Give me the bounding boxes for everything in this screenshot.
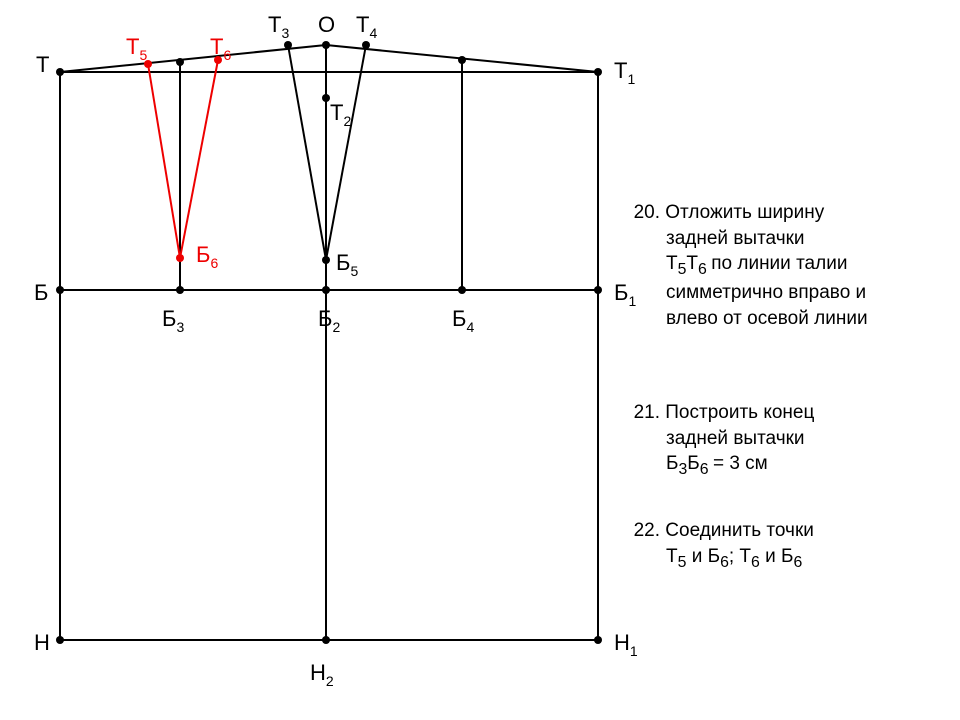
line-T3-B5 [288,45,326,260]
instruction-step: 21. Построить конецзадней вытачки Б3Б6 =… [630,400,814,480]
label: Т1 [614,58,635,87]
label: Т5 [126,34,147,63]
label: Н [34,630,50,655]
point-O [322,41,330,49]
line-T5-B6 [148,64,180,258]
line-T6-B6 [180,60,218,258]
label: Б [34,280,48,305]
line-T-O [60,45,326,72]
step-number: 21. [630,400,660,426]
label: Б2 [318,306,340,335]
point-N2 [322,636,330,644]
line-T4-B5 [326,45,366,260]
diagram-root: ТТ1Т3ОТ4Т2Т5Т6ББ1Б2Б3Б4Б5Б6НН1Н2 20. Отл… [0,0,960,720]
label: Б4 [452,306,474,335]
label: Т3 [268,12,289,41]
label: Н1 [614,630,638,659]
label: Н2 [310,660,334,689]
label: Б6 [196,242,218,271]
label: Т [36,52,49,77]
point-N [56,636,64,644]
step-number: 20. [630,200,660,226]
point-T4 [362,41,370,49]
point-T [56,68,64,76]
point-B2 [322,286,330,294]
label: Т2 [330,100,351,129]
point-B1 [594,286,602,294]
point-B3 [176,286,184,294]
point-N1 [594,636,602,644]
label: Б3 [162,306,184,335]
label: О [318,12,335,37]
label: Б5 [336,250,358,279]
point-T5_proj [176,58,184,66]
point-T3 [284,41,292,49]
point-T4_proj [458,56,466,64]
pattern-diagram: ТТ1Т3ОТ4Т2Т5Т6ББ1Б2Б3Б4Б5Б6НН1Н2 [0,0,960,720]
instruction-step: 22. Соединить точки Т5 и Б6; Т6 и Б6 [630,518,814,573]
point-B6 [176,254,184,262]
instruction-step: 20. Отложить ширинузадней вытачкиТ5Т6 по… [630,200,868,332]
point-B5 [322,256,330,264]
label: Т6 [210,34,231,63]
point-T1 [594,68,602,76]
point-B4 [458,286,466,294]
label: Т4 [356,12,377,41]
point-T2 [322,94,330,102]
step-number: 22. [630,518,660,544]
point-B [56,286,64,294]
